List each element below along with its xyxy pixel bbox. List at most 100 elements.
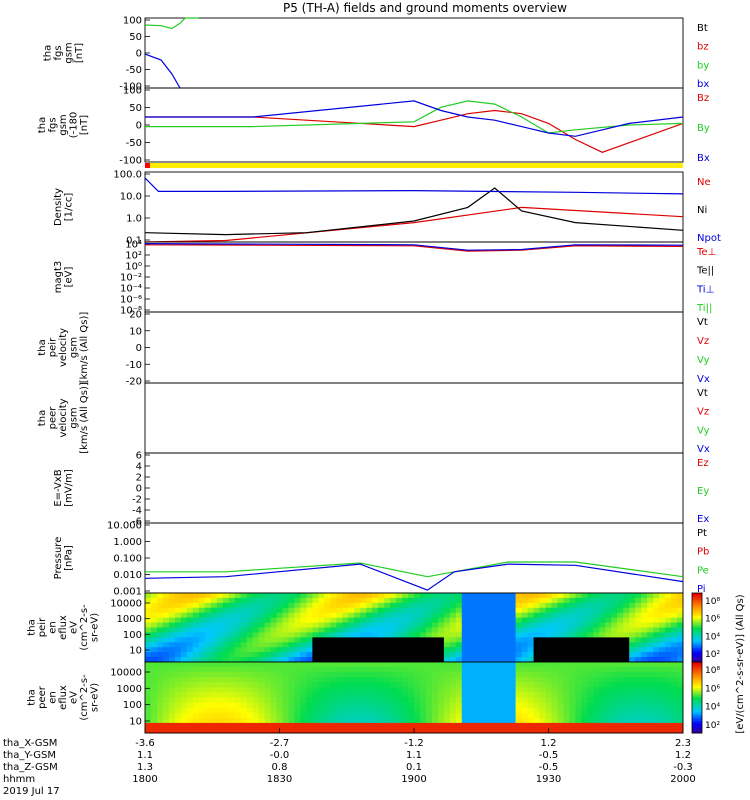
heatmap-cell	[563, 597, 570, 604]
heatmap-cell	[479, 602, 487, 609]
heatmap-cell	[539, 612, 546, 619]
heatmap-cell	[569, 722, 576, 729]
heatmap-cell	[294, 627, 301, 633]
heatmap-cell	[204, 657, 212, 663]
heatmap-cell	[479, 682, 487, 688]
heatmap-cell	[276, 617, 283, 623]
heatmap-cell	[587, 667, 594, 673]
heatmap-cell	[629, 682, 636, 688]
heatmap-cell	[270, 662, 277, 668]
heatmap-cell	[491, 597, 499, 604]
heatmap-cell	[168, 672, 176, 678]
heatmap-cell	[354, 607, 361, 614]
heatmap-cell	[467, 717, 475, 724]
heatmap-cell	[641, 627, 648, 633]
heatmap-cell	[611, 727, 618, 734]
heatmap-cell	[587, 662, 594, 668]
heatmap-cell	[431, 722, 439, 729]
heatmap-cell	[647, 597, 654, 604]
heatmap-cell	[330, 593, 337, 599]
colorbar-segment	[692, 662, 702, 665]
heatmap-cell	[414, 642, 421, 648]
legend-entry: Vy	[697, 425, 710, 436]
heatmap-cell	[563, 637, 570, 643]
heatmap-cell	[276, 672, 283, 678]
heatmap-cell	[509, 632, 517, 638]
heatmap-cell	[354, 717, 361, 724]
heatmap-cell	[264, 717, 272, 724]
heatmap-cell	[342, 727, 349, 734]
heatmap-cell	[569, 632, 576, 638]
heatmap-cell	[198, 707, 206, 714]
heatmap-cell	[617, 627, 624, 633]
heatmap-cell	[521, 632, 529, 638]
heatmap-cell	[677, 682, 684, 688]
heatmap-cell	[521, 647, 529, 653]
heatmap-cell	[234, 697, 242, 704]
heatmap-cell	[647, 617, 654, 623]
heatmap-cell	[533, 727, 541, 734]
heatmap-cell	[162, 712, 170, 719]
heatmap-cell	[264, 722, 272, 729]
heatmap-cell	[288, 637, 295, 643]
heatmap-cell	[659, 652, 666, 658]
heatmap-cell	[581, 672, 588, 678]
heatmap-cell	[521, 662, 529, 668]
heatmap-cell	[533, 647, 541, 653]
heatmap-cell	[497, 712, 505, 719]
heatmap-cell	[659, 667, 666, 673]
heatmap-cell	[455, 667, 463, 673]
heatmap-cell	[294, 607, 301, 614]
heatmap-cell	[330, 697, 337, 704]
heatmap-cell	[665, 707, 672, 714]
heatmap-cell	[270, 632, 277, 638]
heatmap-cell	[426, 602, 433, 609]
heatmap-cell	[593, 652, 600, 658]
heatmap-cell	[210, 593, 218, 599]
heatmap-cell	[563, 702, 570, 709]
heatmap-cell	[228, 687, 236, 693]
heatmap-cell	[318, 722, 325, 729]
heatmap-cell	[509, 637, 517, 643]
y-axis-label-line: (cm^2-s-	[79, 604, 90, 651]
heatmap-cell	[575, 622, 582, 628]
heatmap-cell	[569, 607, 576, 614]
heatmap-cell	[288, 672, 295, 678]
heatmap-cell	[240, 632, 248, 638]
heatmap-cell	[198, 597, 206, 604]
heatmap-cell	[222, 647, 230, 653]
heatmap-cell	[587, 717, 594, 724]
heatmap-cell	[551, 657, 558, 663]
heatmap-cell	[455, 647, 463, 653]
heatmap-cell	[246, 667, 254, 673]
heatmap-cell	[414, 667, 421, 673]
heatmap-cell	[336, 642, 343, 648]
heatmap-cell	[276, 627, 283, 633]
heatmap-cell	[288, 662, 295, 668]
heatmap-cell	[210, 597, 218, 604]
heatmap-cell	[306, 677, 313, 683]
heatmap-cell	[420, 617, 427, 623]
heatmap-cell	[617, 712, 624, 719]
heatmap-cell	[545, 692, 552, 698]
heatmap-cell	[479, 722, 487, 729]
heatmap-cell	[270, 617, 277, 623]
heatmap-cell	[449, 692, 457, 698]
heatmap-cell	[557, 702, 564, 709]
heatmap-cell	[503, 597, 511, 604]
heatmap-cell	[593, 682, 600, 688]
y-axis-label-line: Pressure	[53, 537, 64, 580]
heatmap-cell	[485, 657, 493, 663]
heatmap-cell	[168, 682, 176, 688]
heatmap-cell	[635, 622, 642, 628]
heatmap-cell	[521, 702, 529, 709]
heatmap-cell	[545, 642, 552, 648]
heatmap-cell	[623, 647, 630, 653]
heatmap-cell	[593, 692, 600, 698]
heatmap-cell	[635, 667, 642, 673]
heatmap-cell	[408, 717, 415, 724]
heatmap-cell	[503, 682, 511, 688]
heatmap-cell	[396, 697, 403, 704]
heatmap-cell	[545, 607, 552, 614]
heatmap-cell	[641, 657, 648, 663]
